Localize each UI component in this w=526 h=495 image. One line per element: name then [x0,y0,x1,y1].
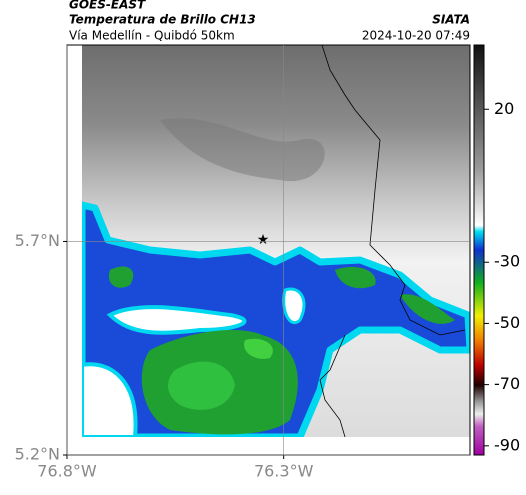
source: GOES-EAST [69,0,146,12]
colorbar-label: -50 [494,313,520,332]
colorbar-label: -70 [494,374,520,393]
brand: SIATA [432,13,470,27]
x-tick-label: 76.8°W [37,462,97,481]
title: Temperatura de Brillo CH13 [69,13,256,27]
station-marker: ★ [257,232,270,248]
timestamp: 2024-10-20 07:49 [362,29,470,43]
y-tick-label: 5.2°N [15,445,60,464]
satellite-image: ★ [82,45,470,437]
x-tick-label: 76.3°W [254,462,314,481]
subtitle: Vía Medellín - Quibdó 50km [69,29,235,43]
colorbar-label: -90 [494,435,520,454]
y-tick-label: 5.7°N [15,231,60,250]
colorbar-label: 20 [494,99,514,118]
colorbar [473,44,485,456]
colorbar-label: -30 [494,252,520,271]
